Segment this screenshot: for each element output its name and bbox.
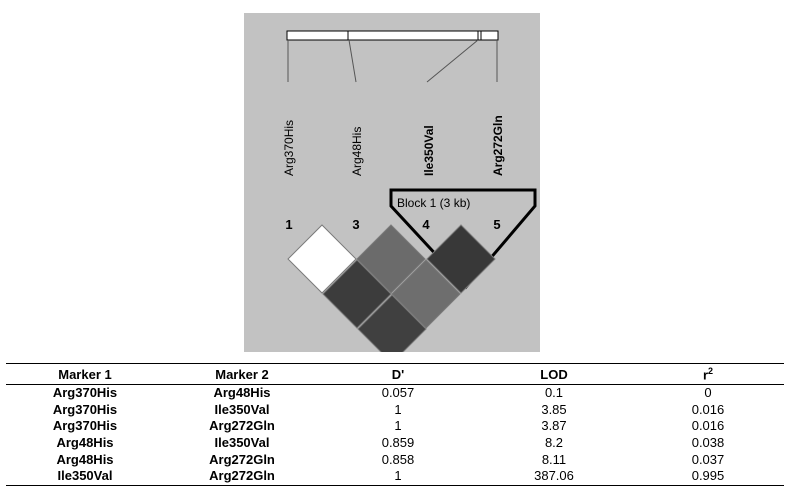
marker-number-3: 3 xyxy=(352,217,359,232)
marker-name-arg48his: Arg48His xyxy=(350,127,364,176)
marker-number-5: 5 xyxy=(493,217,500,232)
cell-marker-1: Arg370His xyxy=(52,401,118,417)
ld-cell-1-4 xyxy=(322,259,392,329)
cell-lod: 8.2 xyxy=(544,435,564,451)
table-row: Arg370His Arg48His 0.057 0.1 0 xyxy=(6,385,784,402)
cell-marker-2: Ile350Val xyxy=(214,401,270,417)
cell-r-squared: 0.016 xyxy=(691,418,725,434)
cell-lod: 0.1 xyxy=(544,385,564,401)
cell-r-squared: 0.038 xyxy=(691,435,725,451)
table-row: Arg48His Ile350Val 0.859 8.2 0.038 xyxy=(6,435,784,452)
cell-d-prime: 0.057 xyxy=(381,385,415,401)
cell-marker-2: Arg272Gln xyxy=(209,418,275,434)
cell-lod: 8.11 xyxy=(541,451,567,467)
header-d-prime: D' xyxy=(391,366,405,382)
ld-cell-4-5 xyxy=(426,224,496,294)
table-header-row: Marker 1 Marker 2 D' LOD r2 xyxy=(6,363,784,385)
table-row: Arg370His Arg272Gln 1 3.87 0.016 xyxy=(6,418,784,435)
header-lod: LOD xyxy=(540,366,568,382)
marker-name-arg272gln: Arg272Gln xyxy=(491,115,505,176)
cell-marker-2: Arg48His xyxy=(213,385,271,401)
ld-plot: Arg370His Arg48His Ile350Val Arg272Gln B… xyxy=(244,13,540,352)
cell-r-squared: 0 xyxy=(704,385,712,401)
chromosome-bar xyxy=(286,30,499,41)
cell-d-prime: 1 xyxy=(394,401,402,417)
cell-d-prime: 0.858 xyxy=(381,451,415,467)
cell-r-squared: 0.016 xyxy=(691,401,725,417)
cell-marker-2: Ile350Val xyxy=(214,435,270,451)
marker-name-arg370his: Arg370His xyxy=(282,120,296,176)
ld-cell-3-5 xyxy=(391,259,461,329)
header-marker-1: Marker 1 xyxy=(58,366,112,382)
cell-marker-2: Arg272Gln xyxy=(209,451,275,467)
cell-r-squared: 0.037 xyxy=(691,451,725,467)
cell-marker-1: Arg48His xyxy=(56,435,114,451)
cell-d-prime: 0.859 xyxy=(381,435,415,451)
cell-marker-1: Arg370His xyxy=(52,385,118,401)
cell-marker-1: Arg48His xyxy=(56,451,114,467)
connector-arg48his xyxy=(348,39,357,83)
cell-marker-1: Arg370His xyxy=(52,418,118,434)
cell-lod: 387.06 xyxy=(534,468,574,484)
cell-lod: 3.87 xyxy=(541,418,567,434)
cell-lod: 3.85 xyxy=(541,401,567,417)
marker-name-ile350val: Ile350Val xyxy=(422,125,436,176)
ld-statistics-table: Marker 1 Marker 2 D' LOD r2 Arg370His Arg… xyxy=(6,363,784,486)
cell-d-prime: 1 xyxy=(394,418,402,434)
cell-marker-2: Arg272Gln xyxy=(209,468,275,484)
table-row: Ile350Val Arg272Gln 1 387.06 0.995 xyxy=(6,468,784,486)
header-r-squared: r2 xyxy=(702,365,714,383)
block-label: Block 1 (3 kb) xyxy=(397,196,470,210)
marker-number-1: 1 xyxy=(285,217,292,232)
ld-cell-1-3 xyxy=(287,224,357,294)
connector-ile350val xyxy=(426,39,479,83)
cell-marker-1: Ile350Val xyxy=(57,468,113,484)
table-row: Arg370His Ile350Val 1 3.85 0.016 xyxy=(6,402,784,419)
ld-cell-3-4 xyxy=(356,224,426,294)
cell-r-squared: 0.995 xyxy=(691,468,725,484)
header-marker-2: Marker 2 xyxy=(215,366,269,382)
haplotype-block-outline xyxy=(389,188,537,290)
ld-cell-1-5 xyxy=(357,294,427,352)
table-row: Arg48His Arg272Gln 0.858 8.11 0.037 xyxy=(6,451,784,468)
cell-d-prime: 1 xyxy=(394,468,402,484)
marker-number-4: 4 xyxy=(422,217,430,232)
